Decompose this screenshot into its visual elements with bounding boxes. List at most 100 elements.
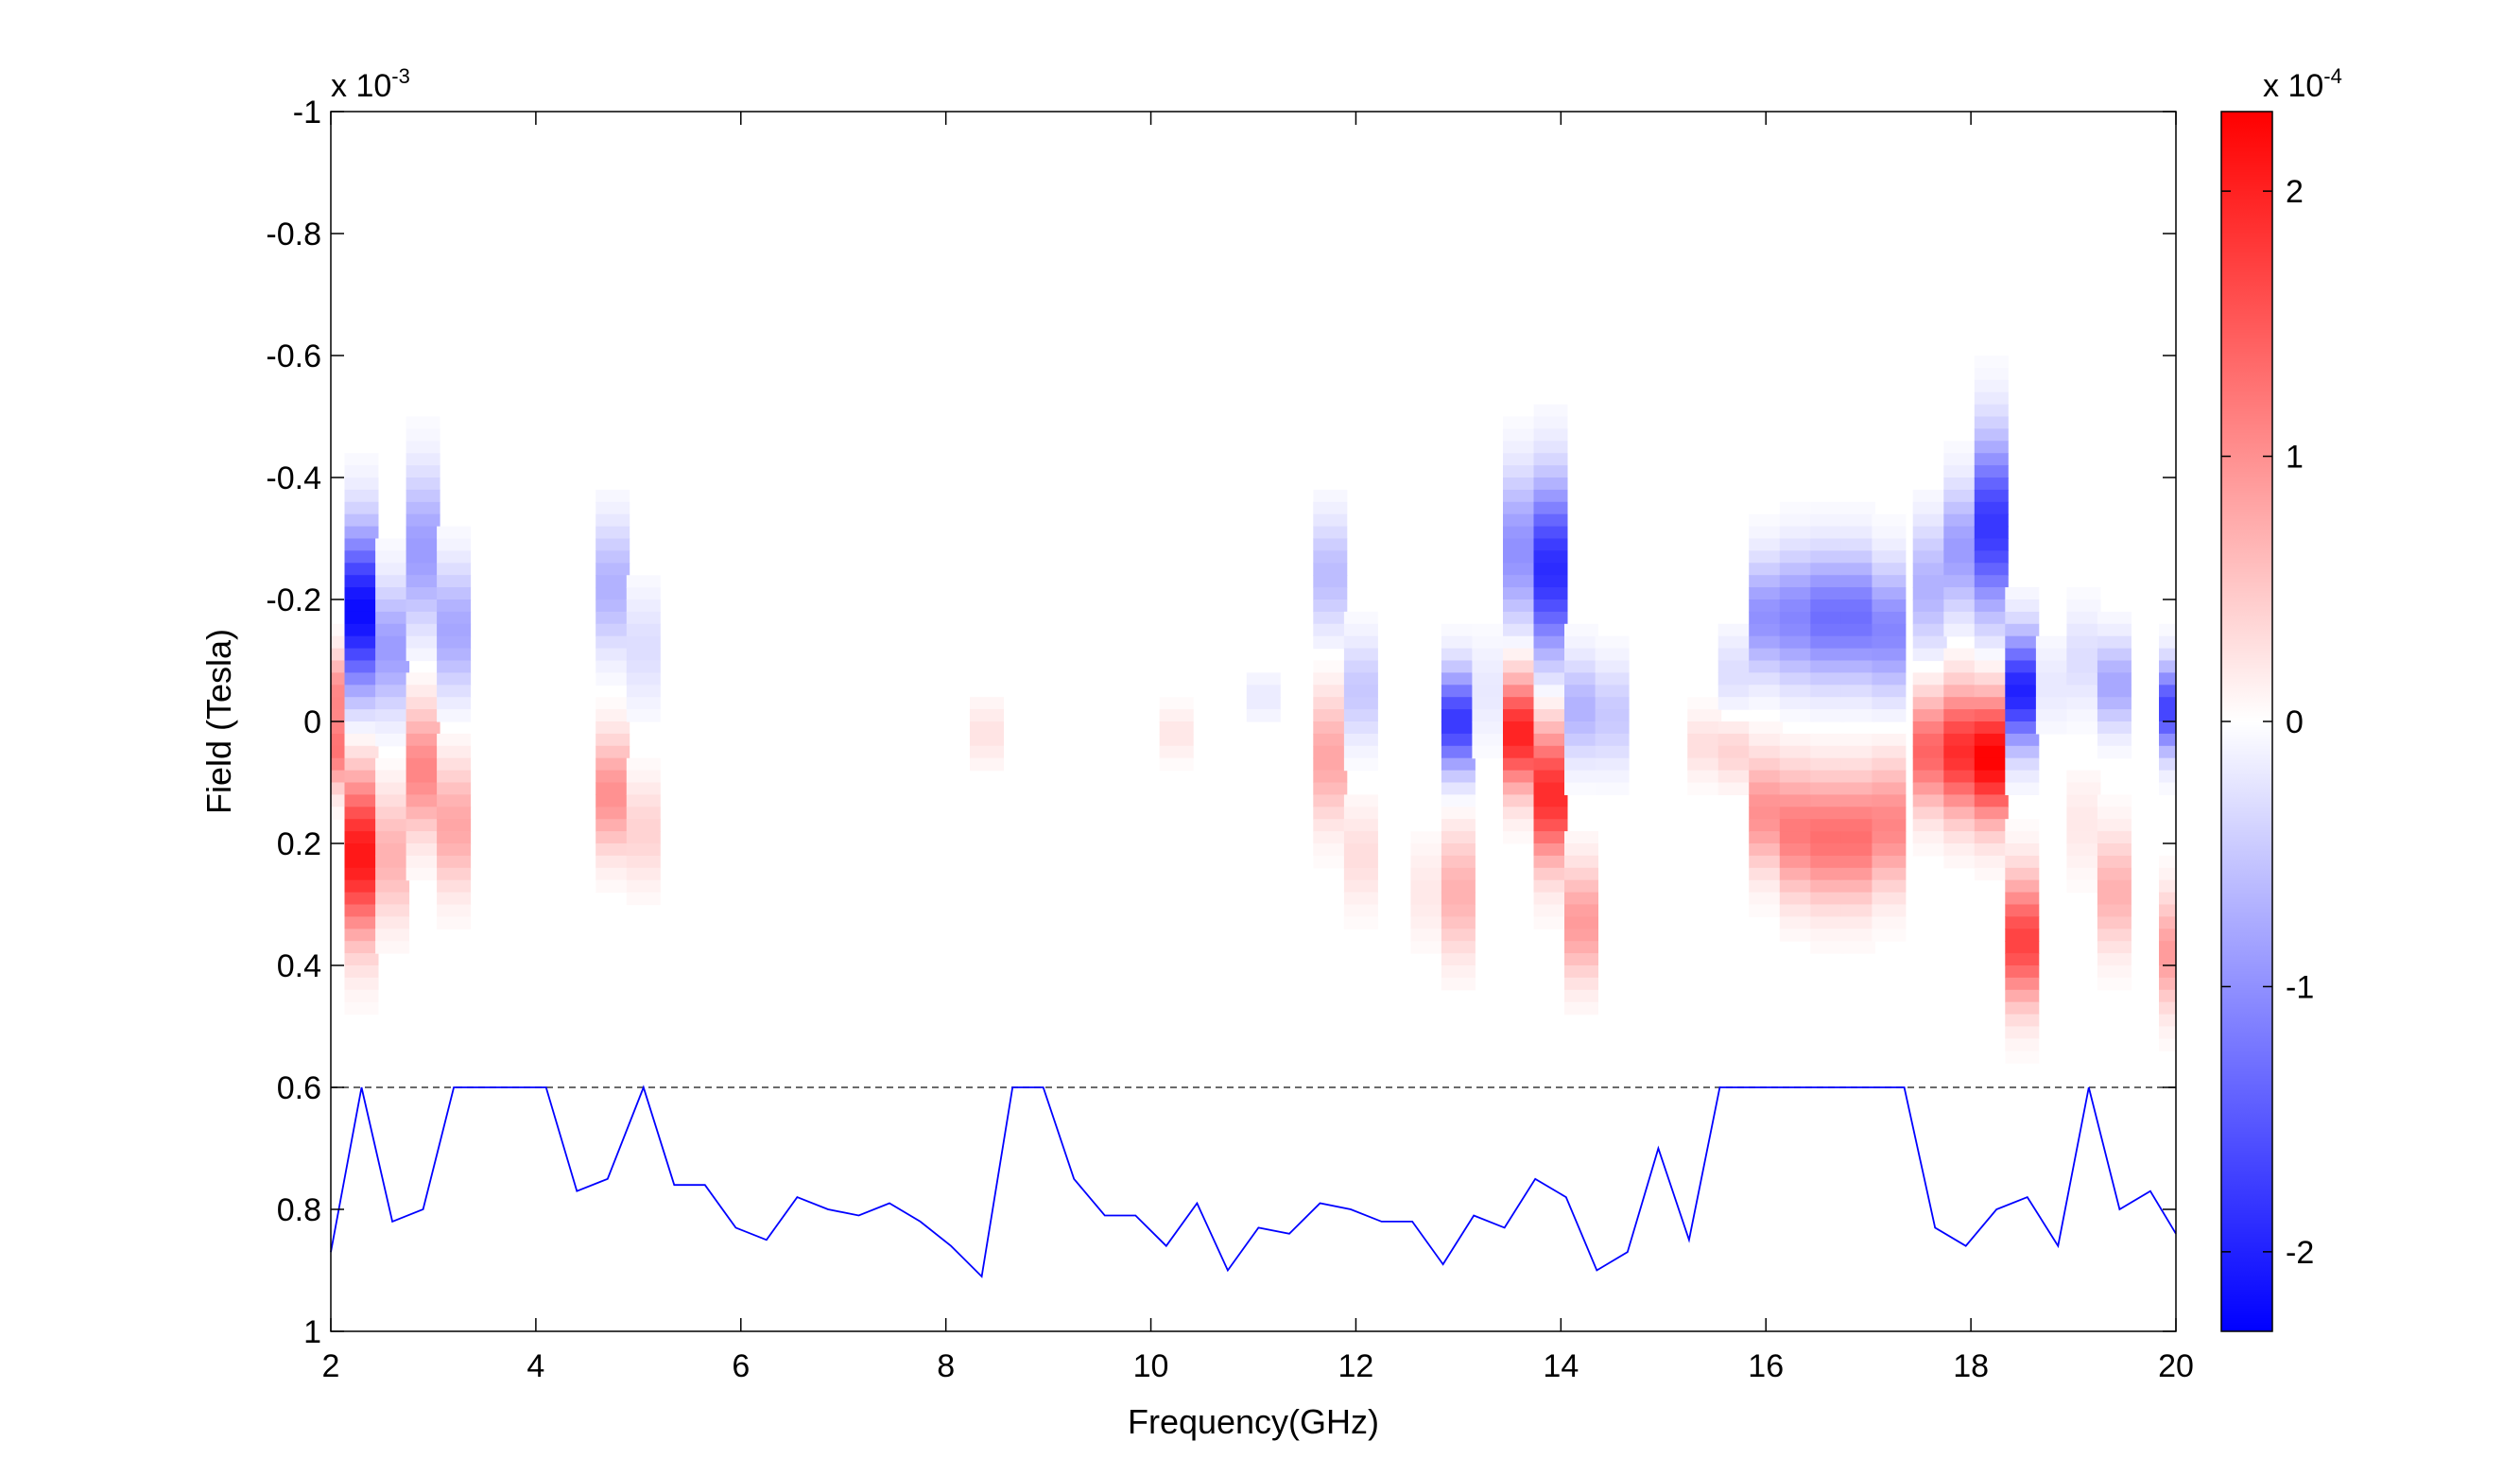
heatmap-cell [1503,660,1537,673]
heatmap-cell [1441,941,1476,954]
heatmap-cell [1974,489,2009,503]
y-tick-label: 0.2 [277,826,321,862]
heatmap-cell [406,599,440,613]
heatmap-cell [1441,648,1476,662]
heatmap-cell [406,709,440,722]
heatmap-cell [1779,843,1814,857]
heatmap-cell [1840,770,1875,784]
heatmap-cell [1943,489,1978,503]
heatmap-cell [437,526,472,540]
heatmap-cell [1343,733,1378,747]
heatmap-cell [1974,441,2009,454]
heatmap-cell [1503,563,1537,576]
heatmap-cell [437,855,472,869]
heatmap-cell [1840,538,1875,551]
heatmap-cell [344,770,379,784]
heatmap-cell [344,648,379,662]
heatmap-cell [1810,623,1845,637]
heatmap-cell [344,685,379,698]
heatmap-cell [1503,416,1537,429]
heatmap-cell [1840,599,1875,613]
heatmap-cell [1840,929,1875,942]
heatmap-cell [437,794,472,807]
heatmap-cell [1749,550,1784,564]
heatmap-cell [1595,697,1630,710]
y-tick-label: 1 [303,1314,321,1350]
heatmap-cell [1533,660,1568,673]
heatmap-cell [1533,782,1568,795]
heatmap-cell [595,538,630,551]
heatmap-cell [344,453,379,466]
heatmap-cell [1840,855,1875,869]
heatmap-cell [1912,709,1947,722]
heatmap-cell [1410,867,1445,881]
heatmap-cell [1840,757,1875,772]
heatmap-cell [1810,587,1845,600]
heatmap-cell [1533,697,1568,710]
heatmap-cell [344,550,379,564]
heatmap-cell [626,757,661,772]
heatmap-cell [375,685,410,698]
heatmap-cell [1472,709,1507,722]
heatmap-cell [437,550,472,564]
heatmap-cell [1912,538,1947,551]
heatmap-cell [2159,623,2176,637]
heatmap-cell [2097,977,2132,991]
heatmap-cell [1779,501,1814,515]
heatmap-cell [1810,757,1845,772]
heatmap-cell [595,660,630,673]
heatmap-cell [595,757,630,772]
heatmap-cell [1343,697,1378,710]
heatmap-cell [2035,721,2070,735]
heatmap-cell [1912,733,1947,747]
heatmap-cell [1717,770,1752,784]
heatmap-cell [1779,879,1814,894]
heatmap-cell [1472,660,1507,673]
heatmap-cell [1533,478,1568,491]
y-tick-label: -1 [293,95,321,130]
heatmap-cell [1943,478,1978,491]
heatmap-cell [1533,538,1568,551]
heatmap-cell [331,757,348,772]
heatmap-cell [1410,941,1445,954]
heatmap-cell [437,916,472,929]
heatmap-cell [344,489,379,503]
heatmap-cell [1912,721,1947,735]
heatmap-cell [2159,977,2176,991]
heatmap-cell [1872,916,1907,929]
heatmap-cell [595,819,630,832]
heatmap-cell [1943,709,1978,722]
colorbar-tick-label: 0 [2286,704,2304,740]
heatmap-cell [1313,709,1348,722]
heatmap-cell [1840,611,1875,625]
heatmap-cell [2097,623,2132,637]
heatmap-cell [1503,538,1537,551]
heatmap-cell [1717,685,1752,698]
heatmap-cell [970,733,1004,747]
heatmap-cell [1779,563,1814,576]
heatmap-cell [1343,709,1378,722]
heatmap-cell [2005,770,2040,784]
heatmap-cell [970,721,1004,735]
heatmap-cell [1503,721,1537,735]
heatmap-cell [1779,648,1814,662]
y-axis-label: Field (Tesla) [199,629,238,814]
heatmap-cell [1974,404,2009,418]
heatmap-cell [1246,697,1281,710]
heatmap-cell [1912,685,1947,698]
heatmap-cell [1974,367,2009,381]
heatmap-cell [1912,672,1947,686]
heatmap-cell [1840,831,1875,844]
heatmap-cell [1564,672,1598,686]
heatmap-cell [1717,745,1752,759]
heatmap-cell [1410,843,1445,857]
heatmap-cell [1943,599,1978,613]
heatmap-cell [2097,721,2132,735]
heatmap-cell [1872,745,1907,759]
heatmap-cell [2097,843,2132,857]
heatmap-cell [1410,855,1445,869]
heatmap-cell [1872,904,1907,917]
heatmap-cell [344,929,379,942]
heatmap-cell [1974,453,2009,466]
heatmap-cell [2005,819,2040,832]
